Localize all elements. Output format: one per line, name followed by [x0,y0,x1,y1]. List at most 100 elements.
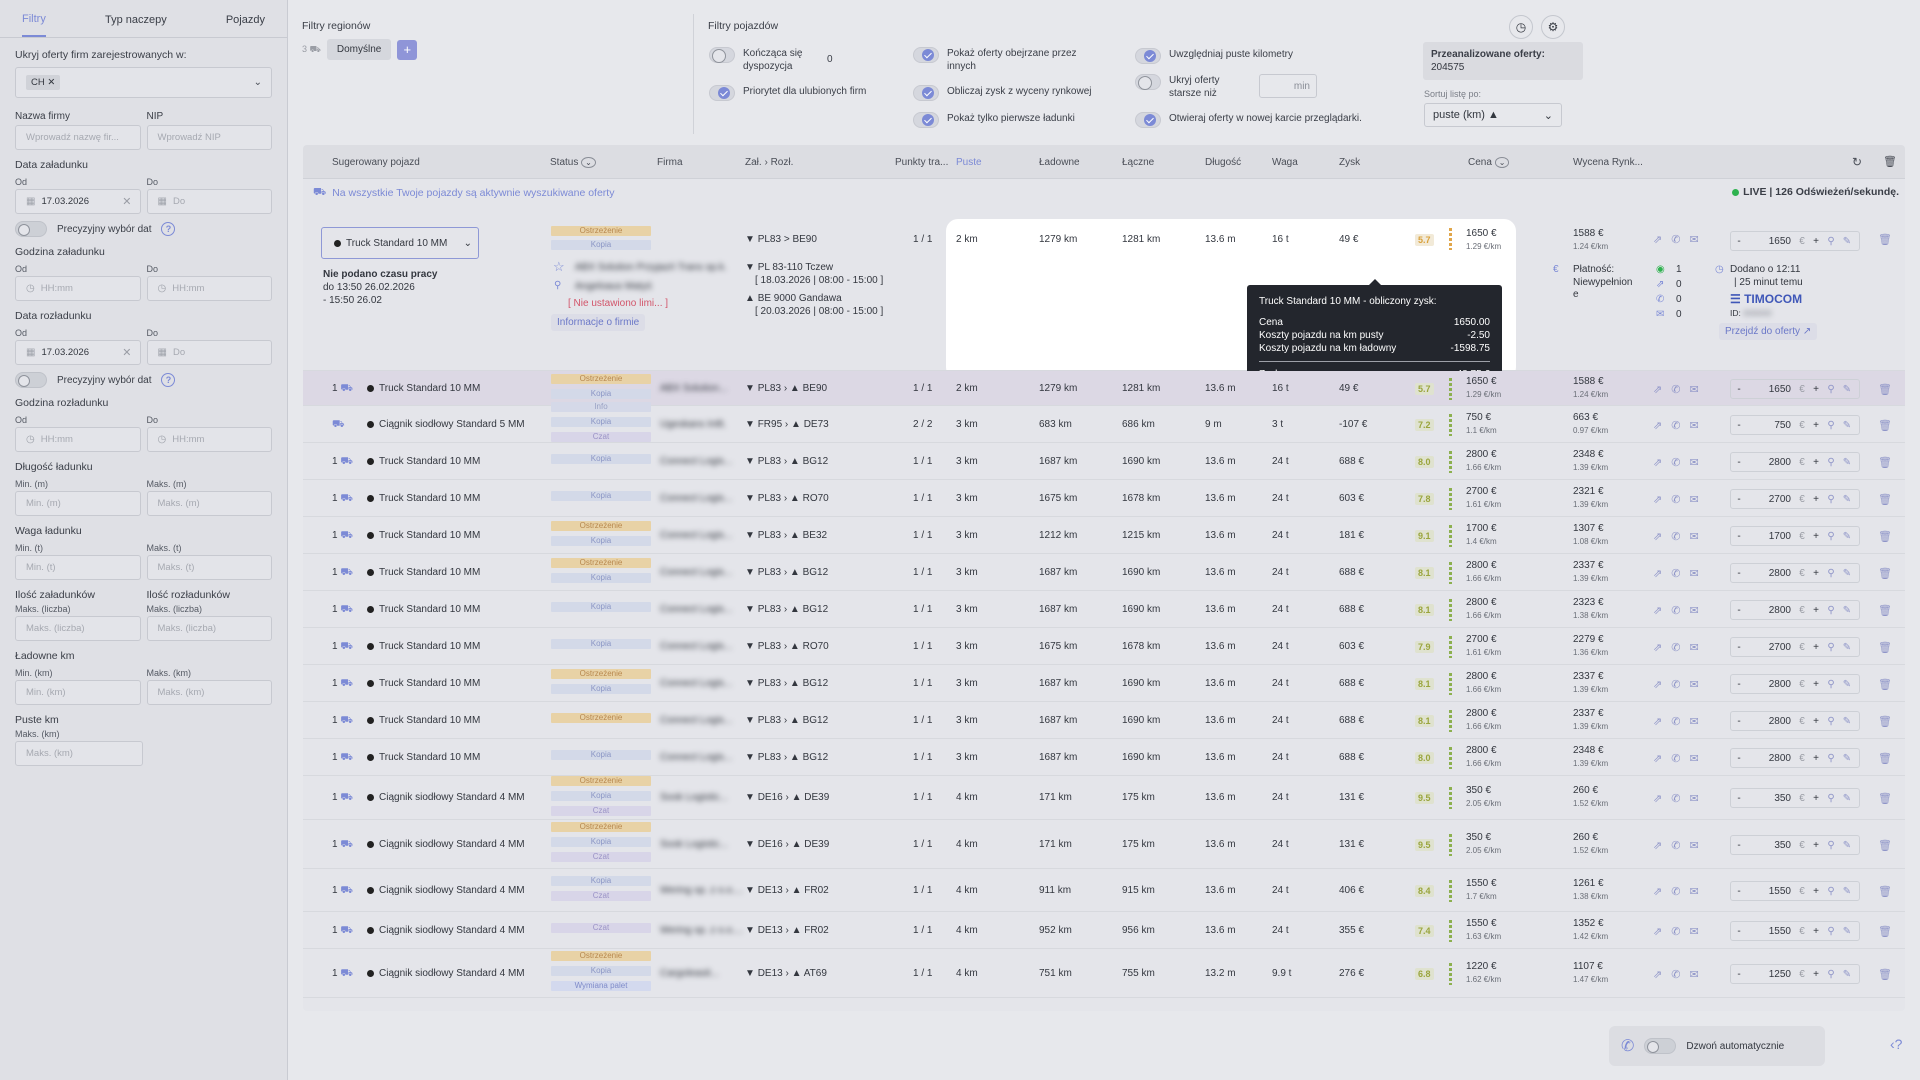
increment-button[interactable]: + [1813,604,1819,616]
decrement-button[interactable]: - [1737,715,1741,727]
stepper-value[interactable]: 1700 [1768,530,1791,542]
phone-icon[interactable]: ✆ [1671,605,1681,617]
stepper-value[interactable]: 2700 [1768,493,1791,505]
profit[interactable]: 688 € [1339,715,1365,726]
toggle-hide-older[interactable] [1135,74,1161,90]
profit[interactable]: 131 € [1339,792,1365,803]
company-name[interactable]: Connect Logis... [660,641,733,652]
header-loaded[interactable]: Ładowne [1039,157,1080,168]
phone-icon[interactable]: ✆ [1671,384,1681,396]
increment-button[interactable]: + [1813,530,1819,542]
stepper-value[interactable]: 1550 [1768,925,1791,937]
mail-icon[interactable]: ✉ [1689,568,1699,580]
length-min-input[interactable]: Min. (m) [15,491,141,516]
company-name[interactable]: Wering sp. z o.o.... [660,925,744,936]
share-icon[interactable]: ⇗ [1653,793,1663,805]
price-stepper[interactable]: -1550 € + ⚲ ✎ [1730,881,1860,901]
vehicle-name[interactable]: Ciągnik siodłowy Standard 4 MM [367,885,525,896]
stepper-value[interactable]: 2800 [1768,752,1791,764]
company-name[interactable]: ABX Solution Przyjazń Trans sp.k. [575,262,727,273]
vehicle-name[interactable]: Truck Standard 10 MM [367,530,480,541]
ending-disposition-filter[interactable]: Kończąca się dyspozycja 0 [709,47,859,73]
price-stepper[interactable]: -350 € + ⚲ ✎ [1730,835,1860,855]
phone-icon[interactable]: ✆ [1671,969,1681,981]
price-stepper[interactable]: -1700 € + ⚲ ✎ [1730,526,1860,546]
viewed-by-others-filter[interactable]: Pokaż oferty obejrzane przez innych [913,47,1083,73]
vehicle-name[interactable]: Truck Standard 10 MM [367,567,480,578]
profit[interactable]: 49 € [1339,234,1359,245]
company-name[interactable]: Connect Logis... [660,530,733,541]
share-icon[interactable]: ⇗ [1653,753,1663,765]
bid-icon[interactable]: ⚲ [1827,885,1835,897]
profit[interactable]: 688 € [1339,752,1365,763]
table-row[interactable]: 1 ⛟ Truck Standard 10 MM Ostrzeżenie Kopi… [303,554,1905,591]
stepper-value[interactable]: 350 [1774,792,1791,804]
vehicle-name[interactable]: Ciągnik siodłowy Standard 4 MM [367,925,525,936]
decrement-button[interactable]: - [1737,678,1741,690]
stepper-value[interactable]: 2800 [1768,456,1791,468]
trash-icon[interactable]: 🗑 [1878,886,1892,898]
edit-icon[interactable]: ✎ [1842,968,1852,980]
edit-icon[interactable]: ✎ [1842,752,1852,764]
trash-icon[interactable]: 🗑 [1883,156,1897,168]
decrement-button[interactable]: - [1737,456,1741,468]
company-name-input[interactable]: Wprowadź nazwę fir... [15,125,141,150]
stepper-value[interactable]: 2800 [1768,678,1791,690]
phone-icon[interactable]: ✆ [1671,494,1681,506]
vehicle-name[interactable]: Ciągnik siodłowy Standard 4 MM [367,968,525,979]
profit[interactable]: 355 € [1339,925,1365,936]
phone-icon[interactable]: ✆ [1671,568,1681,580]
increment-button[interactable]: + [1813,885,1819,897]
mail-icon[interactable]: ✉ [1689,716,1699,728]
table-row[interactable]: 1 ⛟ Truck Standard 10 MM Ostrzeżenie Kopi… [303,517,1905,554]
increment-button[interactable]: + [1813,715,1819,727]
profit[interactable]: 181 € [1339,530,1365,541]
phone-icon[interactable]: ✆ [1671,234,1681,246]
country-select[interactable]: CH ✕ ⌄ [15,67,272,98]
header-company[interactable]: Firma [657,157,683,168]
phone-icon[interactable]: ✆ [1671,531,1681,543]
price-stepper[interactable]: -1250 € + ⚲ ✎ [1730,964,1860,984]
edit-icon[interactable]: ✎ [1842,383,1852,395]
bid-icon[interactable]: ⚲ [1827,530,1835,542]
favorite-priority-filter[interactable]: Priorytet dla ulubionych firm [709,85,866,101]
price-stepper[interactable]: -2800 € + ⚲ ✎ [1730,452,1860,472]
stepper-value[interactable]: 2700 [1768,641,1791,653]
bid-icon[interactable]: ⚲ [1827,493,1835,505]
first-loads-filter[interactable]: Pokaż tylko pierwsze ładunki [913,112,1075,128]
share-icon[interactable]: ⇗ [1653,840,1663,852]
bid-icon[interactable]: ⚲ [1827,383,1835,395]
clear-icon[interactable]: ✕ [122,347,132,359]
vehicle-name[interactable]: Truck Standard 10 MM [367,456,480,467]
price-stepper[interactable]: -2800 € + ⚲ ✎ [1730,600,1860,620]
table-row[interactable]: 1 ⛟ Ciągnik siodłowy Standard 4 MM Ostrz… [303,776,1905,820]
share-icon[interactable]: ⇗ [1653,886,1663,898]
share-icon[interactable]: ⇗ [1653,457,1663,469]
bid-icon[interactable]: ⚲ [1827,925,1835,937]
share-icon[interactable]: ⇗ [1653,716,1663,728]
increment-button[interactable]: + [1813,678,1819,690]
vehicle-name[interactable]: Truck Standard 10 MM [367,641,480,652]
mail-icon[interactable]: ✉ [1689,494,1699,506]
load-time-from-input[interactable]: ◷ HH:mm [15,276,141,301]
weight-max-input[interactable]: Maks. (t) [146,555,272,580]
phone-icon[interactable]: ✆ [1671,926,1681,938]
bid-icon[interactable]: ⚲ [1827,641,1835,653]
stepper-value[interactable]: 1550 [1768,885,1791,897]
company-name[interactable]: Sook Logistic... [660,839,728,850]
mail-icon[interactable]: ✉ [1689,420,1699,432]
share-icon[interactable]: ⇗ [1653,384,1663,396]
help-icon[interactable]: ? [161,222,176,236]
phone-icon[interactable]: ✆ [1671,420,1681,432]
unload-time-from-input[interactable]: ◷ HH:mm [15,427,141,452]
phone-icon[interactable]: ✆ [1671,753,1681,765]
company-name[interactable]: Ugeskans Intlt. [660,419,727,430]
profit[interactable]: 131 € [1339,839,1365,850]
vehicle-name[interactable]: Truck Standard 10 MM [367,678,480,689]
table-row[interactable]: 1 ⛟ Ciągnik siodłowy Standard 4 MM Kopia… [303,869,1905,912]
mail-icon[interactable]: ✉ [1689,886,1699,898]
price-stepper[interactable]: -2800 € + ⚲ ✎ [1730,563,1860,583]
phone-icon[interactable]: ✆ [1671,679,1681,691]
trash-icon[interactable]: 🗑 [1878,605,1892,617]
unload-date-to-input[interactable]: ▦ Do [146,340,272,365]
